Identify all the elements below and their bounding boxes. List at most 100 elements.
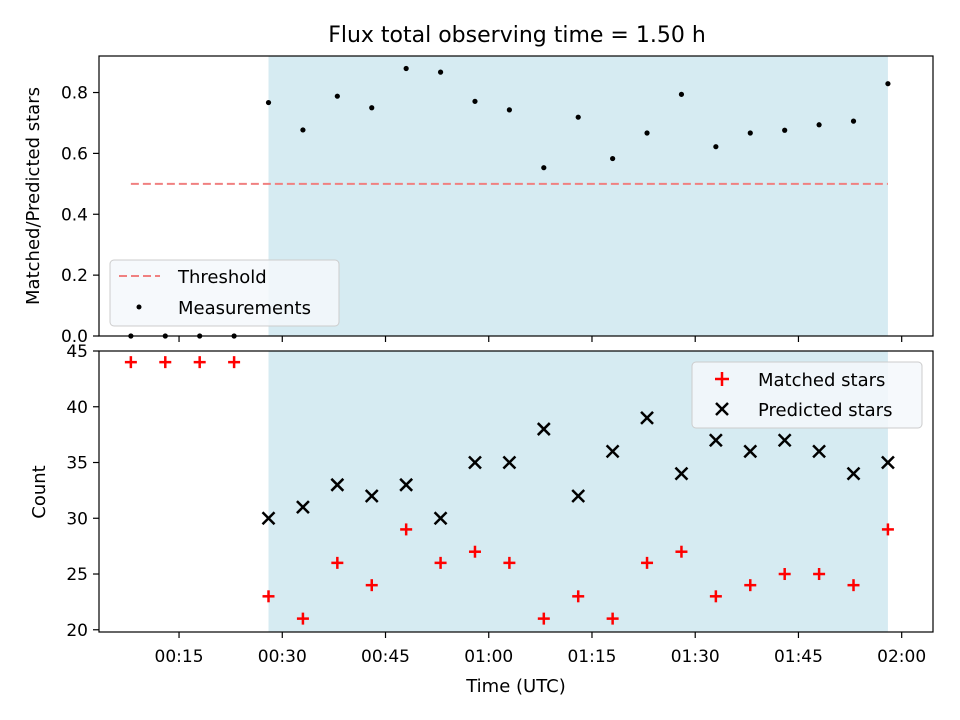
count-x-tick-label: 02:00 (877, 647, 926, 667)
measurement-point (713, 144, 719, 150)
measurement-point (678, 91, 685, 97)
matched-star-marker (847, 579, 860, 592)
measurement-point (782, 127, 788, 133)
measurement-point (747, 130, 753, 136)
measurement-point (541, 165, 547, 171)
matched-star-marker (881, 523, 894, 536)
measurement-point (403, 65, 409, 72)
count-x-tick-label: 00:15 (155, 647, 204, 667)
predicted-star-marker (881, 455, 895, 470)
ratio-x-axis-ticks (178, 336, 903, 342)
measurement-point (816, 122, 822, 128)
count-plot-frame (98, 350, 934, 633)
ratio-y-tick-label: 0.2 (61, 266, 88, 286)
legend-matched-swatch (715, 372, 729, 386)
count-panel: 20 25 30 35 40 45 00:15 00:30 00:45 01:00 01:15 01… (29, 342, 934, 697)
predicted-star-marker (364, 489, 379, 503)
matched-star-marker (228, 356, 241, 369)
measurement-point (334, 93, 340, 99)
matched-star-marker (744, 579, 757, 592)
matched-star-marker (778, 568, 791, 581)
measurement-point (610, 155, 616, 162)
matched-star-marker (468, 545, 481, 558)
ratio-y-tick-label: 0.4 (61, 205, 88, 225)
ratio-y-axis-label: Matched/Predicted stars (23, 87, 44, 305)
measurement-point (437, 69, 444, 75)
matched-star-marker (296, 612, 309, 625)
count-y-tick-label: 35 (66, 454, 88, 474)
count-y-tick-label: 30 (66, 509, 88, 529)
measurement-point (850, 118, 857, 124)
count-y-tick-label: 45 (66, 342, 88, 362)
ratio-y-axis-ticks: 0.0 0.2 0.4 0.6 0.8 (61, 84, 99, 347)
matched-star-marker (159, 356, 172, 369)
count-x-tick-label: 00:45 (361, 647, 410, 667)
matched-star-marker (709, 590, 722, 603)
predicted-star-marker (812, 444, 826, 459)
matched-star-marker (262, 590, 275, 603)
matched-star-marker (331, 556, 344, 569)
count-x-tick-label: 01:30 (671, 647, 720, 667)
predicted-star-marker (605, 444, 620, 459)
ratio-legend-box (109, 259, 340, 327)
measurement-points (128, 65, 891, 339)
x-axis-label: Time (UTC) (465, 676, 566, 697)
ratio-y-tick-label: 0.6 (61, 144, 88, 164)
predicted-star-marker (674, 466, 689, 481)
count-y-tick-label: 25 (66, 565, 88, 585)
predicted-star-marker (536, 422, 551, 436)
legend-predicted-label: Predicted stars (758, 400, 892, 421)
ratio-legend: Threshold Measurements (109, 259, 340, 327)
predicted-star-marker (468, 455, 482, 470)
predicted-stars-points (261, 411, 895, 526)
matched-star-marker (503, 556, 516, 569)
legend-matched-label: Matched stars (758, 370, 885, 391)
legend-measurements-label: Measurements (178, 298, 311, 319)
predicted-star-marker (502, 455, 517, 470)
measurement-point (644, 130, 650, 136)
matched-stars-points (124, 356, 894, 625)
measurement-point (472, 98, 478, 104)
measurement-point (885, 81, 891, 87)
count-y-axis-label: Count (29, 465, 50, 518)
ratio-y-tick-label: 0.8 (61, 84, 88, 104)
chart-title: Flux total observing time = 1.50 h (328, 23, 706, 48)
count-x-tick-label: 01:45 (774, 647, 823, 667)
matched-star-marker (675, 545, 688, 558)
count-x-tick-label: 00:30 (258, 647, 307, 667)
predicted-star-marker (777, 433, 792, 448)
count-y-tick-label: 40 (66, 398, 88, 418)
legend-predicted-swatch (715, 402, 729, 416)
count-y-tick-label: 20 (66, 621, 88, 641)
matched-star-marker (813, 568, 826, 581)
measurement-point (300, 127, 306, 133)
matched-star-marker (606, 612, 619, 625)
matched-star-marker (365, 579, 378, 592)
count-legend: Matched stars Predicted stars (691, 361, 923, 429)
measurement-point (506, 107, 512, 113)
predicted-star-marker (433, 511, 448, 526)
count-legend-box (691, 361, 923, 429)
matched-star-marker (124, 356, 137, 369)
observing-window-shade-top (268, 56, 888, 336)
predicted-star-marker (330, 477, 345, 492)
predicted-star-marker (743, 444, 758, 459)
predicted-star-marker (261, 511, 276, 526)
matched-star-marker (641, 556, 654, 569)
matched-star-marker (434, 556, 447, 569)
matched-star-marker (193, 356, 206, 369)
ratio-plot-frame (98, 55, 934, 337)
measurement-point (265, 99, 272, 106)
measurement-point (369, 105, 375, 111)
matched-star-marker (400, 523, 413, 536)
predicted-star-marker (296, 500, 310, 514)
predicted-star-marker (640, 411, 654, 425)
ratio-y-tick-label: 0.0 (61, 327, 88, 347)
predicted-star-marker (571, 489, 586, 503)
matched-star-marker (572, 590, 585, 603)
measurement-point (575, 114, 581, 120)
legend-threshold-label: Threshold (177, 267, 267, 288)
count-x-tick-label: 01:00 (464, 647, 513, 667)
legend-measurements-swatch (136, 304, 142, 310)
